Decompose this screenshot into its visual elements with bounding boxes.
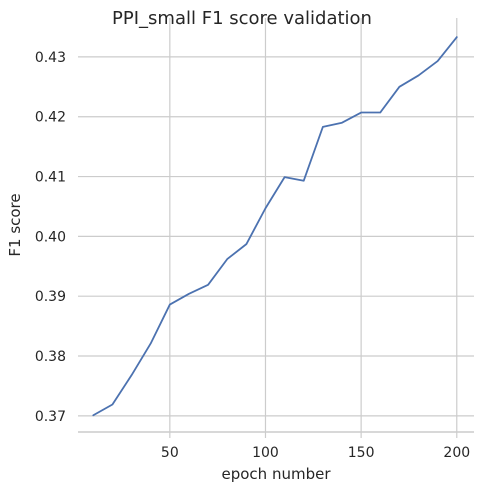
x-ticks: 50 100 150 200 (161, 445, 470, 461)
y-ticks: 0.37 0.38 0.39 0.40 0.41 0.42 0.43 (35, 50, 66, 425)
x-tick-label: 50 (161, 445, 179, 461)
y-tick-label: 0.40 (35, 229, 66, 245)
series-layer (92, 36, 458, 417)
x-tick-label: 200 (443, 445, 470, 461)
grid-layer (78, 18, 474, 438)
x-axis-title: epoch number (222, 465, 332, 483)
y-axis-title: F1 score (6, 193, 24, 256)
chart-title: PPI_small F1 score validation (112, 8, 372, 29)
x-tick-label: 150 (348, 445, 375, 461)
y-tick-label: 0.41 (35, 170, 66, 186)
y-tick-label: 0.42 (35, 110, 66, 126)
x-tick-label: 100 (252, 445, 279, 461)
y-tick-label: 0.38 (35, 349, 66, 365)
y-tick-label: 0.37 (35, 409, 66, 425)
y-tick-label: 0.43 (35, 50, 66, 66)
series-line (92, 36, 458, 417)
y-tick-label: 0.39 (35, 289, 66, 305)
